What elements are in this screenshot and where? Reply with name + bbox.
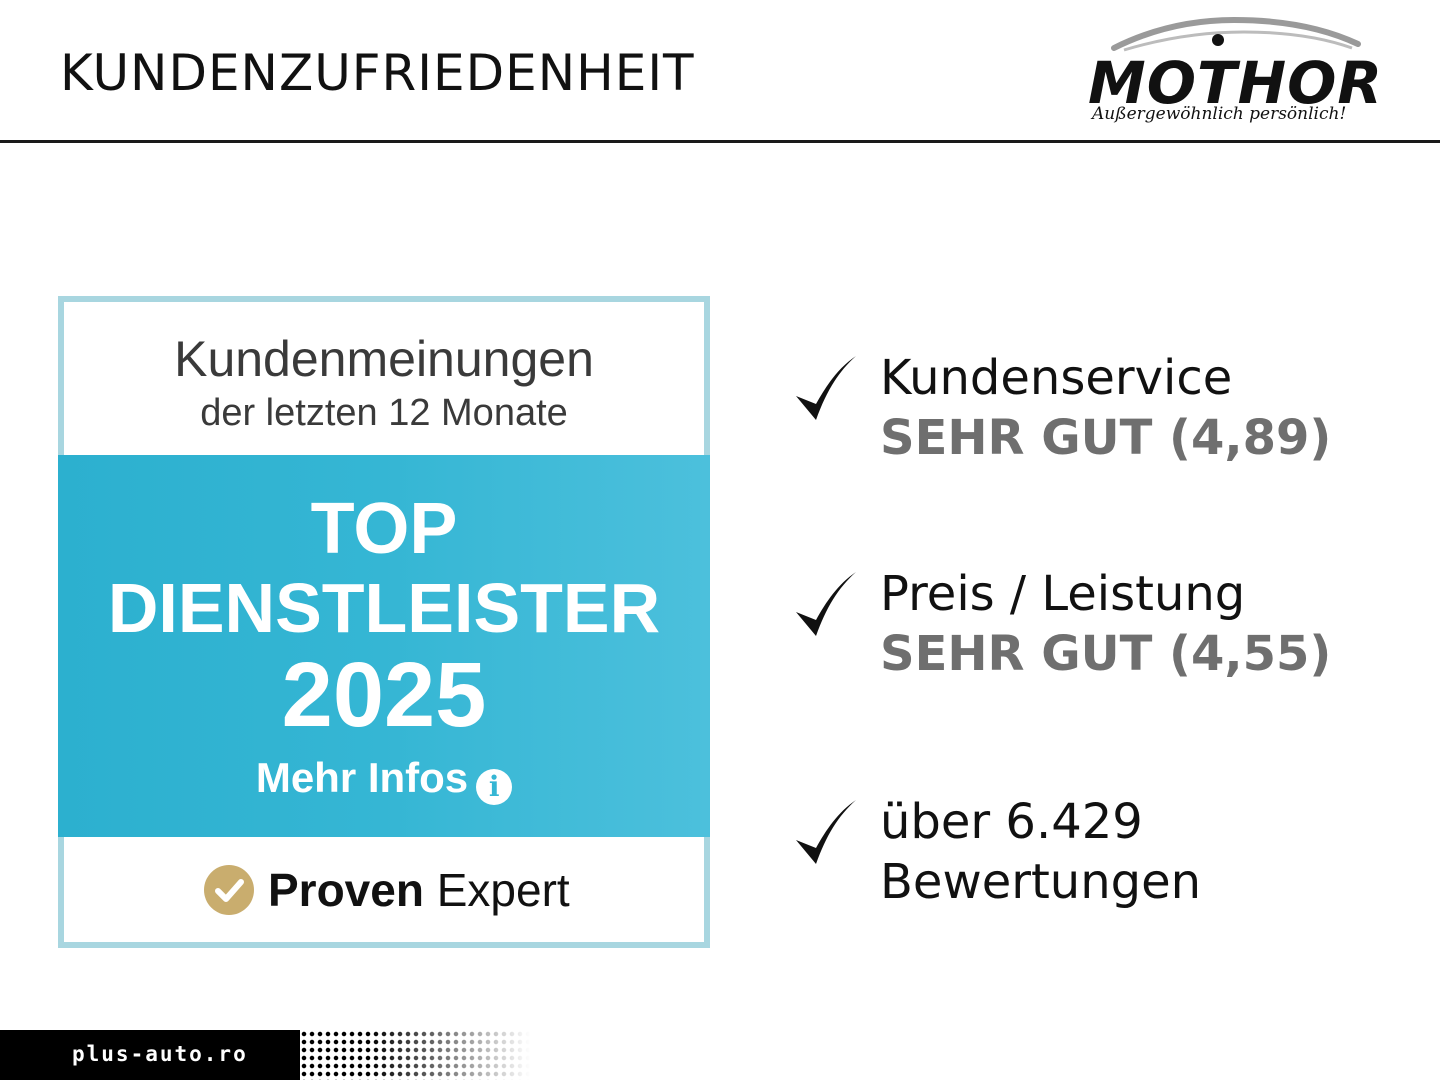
checkmark-icon xyxy=(796,800,856,864)
more-info-link[interactable]: Mehr Infos i xyxy=(58,757,710,805)
wordmark-expert: Expert xyxy=(436,864,570,916)
badge-footer: Proven Expert xyxy=(64,837,704,942)
footer-black-block xyxy=(0,1030,300,1080)
footer-bar: plus-auto.ro xyxy=(0,1030,1440,1080)
proven-expert-badge[interactable]: Kundenmeinungen der letzten 12 Monate TO… xyxy=(58,296,710,948)
benefit-title: über 6.429 xyxy=(880,794,1143,850)
benefit-rating: SEHR GUT (4,89) xyxy=(880,410,1332,466)
footer-site-link[interactable]: plus-auto.ro xyxy=(72,1042,248,1066)
mothor-logo: MOTHOR Außergewöhnlich persönlich! xyxy=(1084,14,1382,130)
badge-line-dienstleister: DIENSTLEISTER xyxy=(107,569,661,647)
footer-halftone xyxy=(300,1030,530,1080)
page-title: KUNDENZUFRIEDENHEIT xyxy=(60,44,695,102)
benefit-title: Kundenservice xyxy=(880,350,1233,406)
benefit-rating: Bewertungen xyxy=(880,854,1202,910)
checkmark-icon xyxy=(796,356,856,420)
badge-year: 2025 xyxy=(281,644,487,746)
info-icon: i xyxy=(476,769,513,805)
benefit-rating: SEHR GUT (4,55) xyxy=(880,626,1332,682)
header-divider xyxy=(0,140,1440,143)
badge-heading: Kundenmeinungen xyxy=(174,331,594,387)
badge-top: Kundenmeinungen der letzten 12 Monate xyxy=(64,302,704,455)
logo-brand: MOTHOR xyxy=(1088,49,1384,117)
checkmark-icon xyxy=(796,572,856,636)
benefit-title: Preis / Leistung xyxy=(880,566,1246,622)
badge-band: TOP DIENSTLEISTER 2025 Mehr Infos i xyxy=(58,455,710,837)
proven-expert-wordmark: Proven Expert xyxy=(268,865,570,916)
wordmark-proven: Proven xyxy=(268,864,424,916)
badge-subheading: der letzten 12 Monate xyxy=(200,392,568,434)
badge-line-top: TOP xyxy=(310,489,458,569)
more-info-label: Mehr Infos xyxy=(255,754,469,801)
check-circle-icon xyxy=(204,865,254,915)
logo-tagline: Außergewöhnlich persönlich! xyxy=(1092,104,1347,124)
